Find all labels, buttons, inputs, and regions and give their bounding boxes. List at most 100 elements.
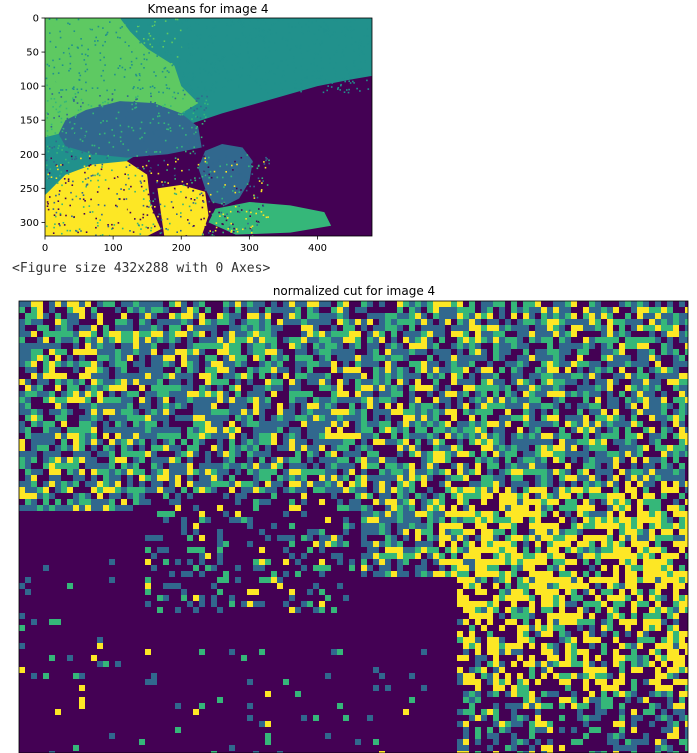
ncut-pixel-block <box>379 325 385 331</box>
ncut-pixel-block <box>385 391 391 397</box>
kmeans-speckle <box>266 158 268 160</box>
ncut-pixel-block <box>67 331 73 337</box>
ncut-pixel-block <box>331 367 337 373</box>
ncut-pixel-block <box>601 523 607 529</box>
ncut-pixel-block <box>307 361 313 367</box>
ncut-pixel-block <box>649 523 655 529</box>
kmeans-speckle <box>182 184 185 187</box>
ncut-pixel-block <box>397 517 403 523</box>
ncut-pixel-block <box>121 427 127 433</box>
kmeans-speckle <box>147 132 149 135</box>
ncut-pixel-block <box>85 337 91 343</box>
ncut-pixel-block <box>451 313 457 319</box>
ncut-pixel-block <box>625 529 631 535</box>
ncut-pixel-block <box>247 319 253 325</box>
kmeans-speckle <box>363 46 365 48</box>
ncut-pixel-block <box>247 415 253 421</box>
kmeans-speckle <box>191 42 193 45</box>
kmeans-speckle <box>348 80 350 82</box>
ncut-pixel-block <box>145 499 151 505</box>
ncut-pixel-block <box>385 385 391 391</box>
ncut-pixel-block <box>439 313 445 319</box>
ncut-pixel-block <box>619 391 625 397</box>
ncut-pixel-block <box>43 331 49 337</box>
kmeans-speckle <box>210 74 213 76</box>
ncut-pixel-block <box>151 325 157 331</box>
ncut-pixel-block <box>295 307 301 313</box>
ncut-pixel-block <box>451 535 457 541</box>
ncut-pixel-block <box>541 457 547 463</box>
kmeans-speckle <box>342 77 345 80</box>
ncut-pixel-block <box>301 439 307 445</box>
ncut-pixel-block <box>289 553 295 559</box>
ncut-pixel-block <box>655 301 661 307</box>
kmeans-speckle <box>81 140 84 142</box>
ncut-pixel-block <box>559 337 565 343</box>
ncut-pixel-block <box>655 505 661 511</box>
kmeans-speckle <box>221 202 223 205</box>
ncut-pixel-block <box>559 349 565 355</box>
ncut-pixel-block <box>451 523 457 529</box>
ncut-pixel-block <box>625 517 631 523</box>
kmeans-speckle <box>261 182 263 184</box>
ncut-pixel-block <box>319 433 325 439</box>
ncut-pixel-block <box>199 487 205 493</box>
kmeans-speckle <box>154 79 157 81</box>
ncut-pixel-block <box>475 421 481 427</box>
ncut-pixel-block <box>157 445 163 451</box>
ncut-pixel-block <box>505 403 511 409</box>
ncut-pixel-block <box>325 349 331 355</box>
ncut-pixel-block <box>445 523 451 529</box>
kmeans-speckle <box>234 191 237 194</box>
ncut-pixel-block <box>289 535 295 541</box>
ncut-pixel-block <box>619 373 625 379</box>
ncut-pixel-block <box>205 343 211 349</box>
ncut-pixel-block <box>685 325 688 331</box>
ncut-pixel-block <box>457 379 463 385</box>
ncut-pixel-block <box>181 469 187 475</box>
ncut-pixel-block <box>307 313 313 319</box>
ncut-pixel-block <box>109 439 115 445</box>
ncut-pixel-block <box>553 523 559 529</box>
ncut-pixel-block <box>517 373 523 379</box>
kmeans-speckle <box>194 177 196 179</box>
kmeans-speckle <box>178 124 181 127</box>
ncut-pixel-block <box>55 463 61 469</box>
ncut-pixel-block <box>319 469 325 475</box>
ncut-pixel-block <box>295 373 301 379</box>
ncut-pixel-block <box>637 505 643 511</box>
kmeans-speckle <box>249 75 251 78</box>
ncut-pixel-block <box>283 475 289 481</box>
ncut-pixel-block <box>91 439 97 445</box>
kmeans-speckle <box>60 216 62 218</box>
kmeans-speckle <box>70 150 73 153</box>
ncut-pixel-block <box>403 355 409 361</box>
kmeans-speckle <box>198 173 201 176</box>
ncut-pixel-block <box>619 301 625 307</box>
kmeans-speckle <box>180 217 182 219</box>
ncut-pixel-block <box>529 457 535 463</box>
ncut-pixel-block <box>457 451 463 457</box>
kmeans-speckle <box>211 234 214 236</box>
ncut-pixel-block <box>337 397 343 403</box>
kmeans-speckle <box>284 80 287 82</box>
ncut-pixel-block <box>481 385 487 391</box>
ncut-pixel-block <box>571 475 577 481</box>
ncut-pixel-block <box>475 403 481 409</box>
kmeans-speckle <box>167 182 169 184</box>
kmeans-speckle <box>101 213 103 216</box>
ncut-pixel-block <box>631 529 637 535</box>
kmeans-speckle <box>97 225 99 227</box>
ncut-pixel-block <box>97 469 103 475</box>
ncut-pixel-block <box>289 463 295 469</box>
kmeans-speckle <box>249 227 252 230</box>
ncut-pixel-block <box>175 505 181 511</box>
ncut-pixel-block <box>193 367 199 373</box>
kmeans-speckle <box>236 230 239 233</box>
ncut-pixel-block <box>139 385 145 391</box>
ncut-pixel-block <box>361 469 367 475</box>
ncut-pixel-block <box>313 487 319 493</box>
ncut-pixel-block <box>295 367 301 373</box>
ncut-pixel-block <box>613 319 619 325</box>
ncut-pixel-block <box>121 361 127 367</box>
